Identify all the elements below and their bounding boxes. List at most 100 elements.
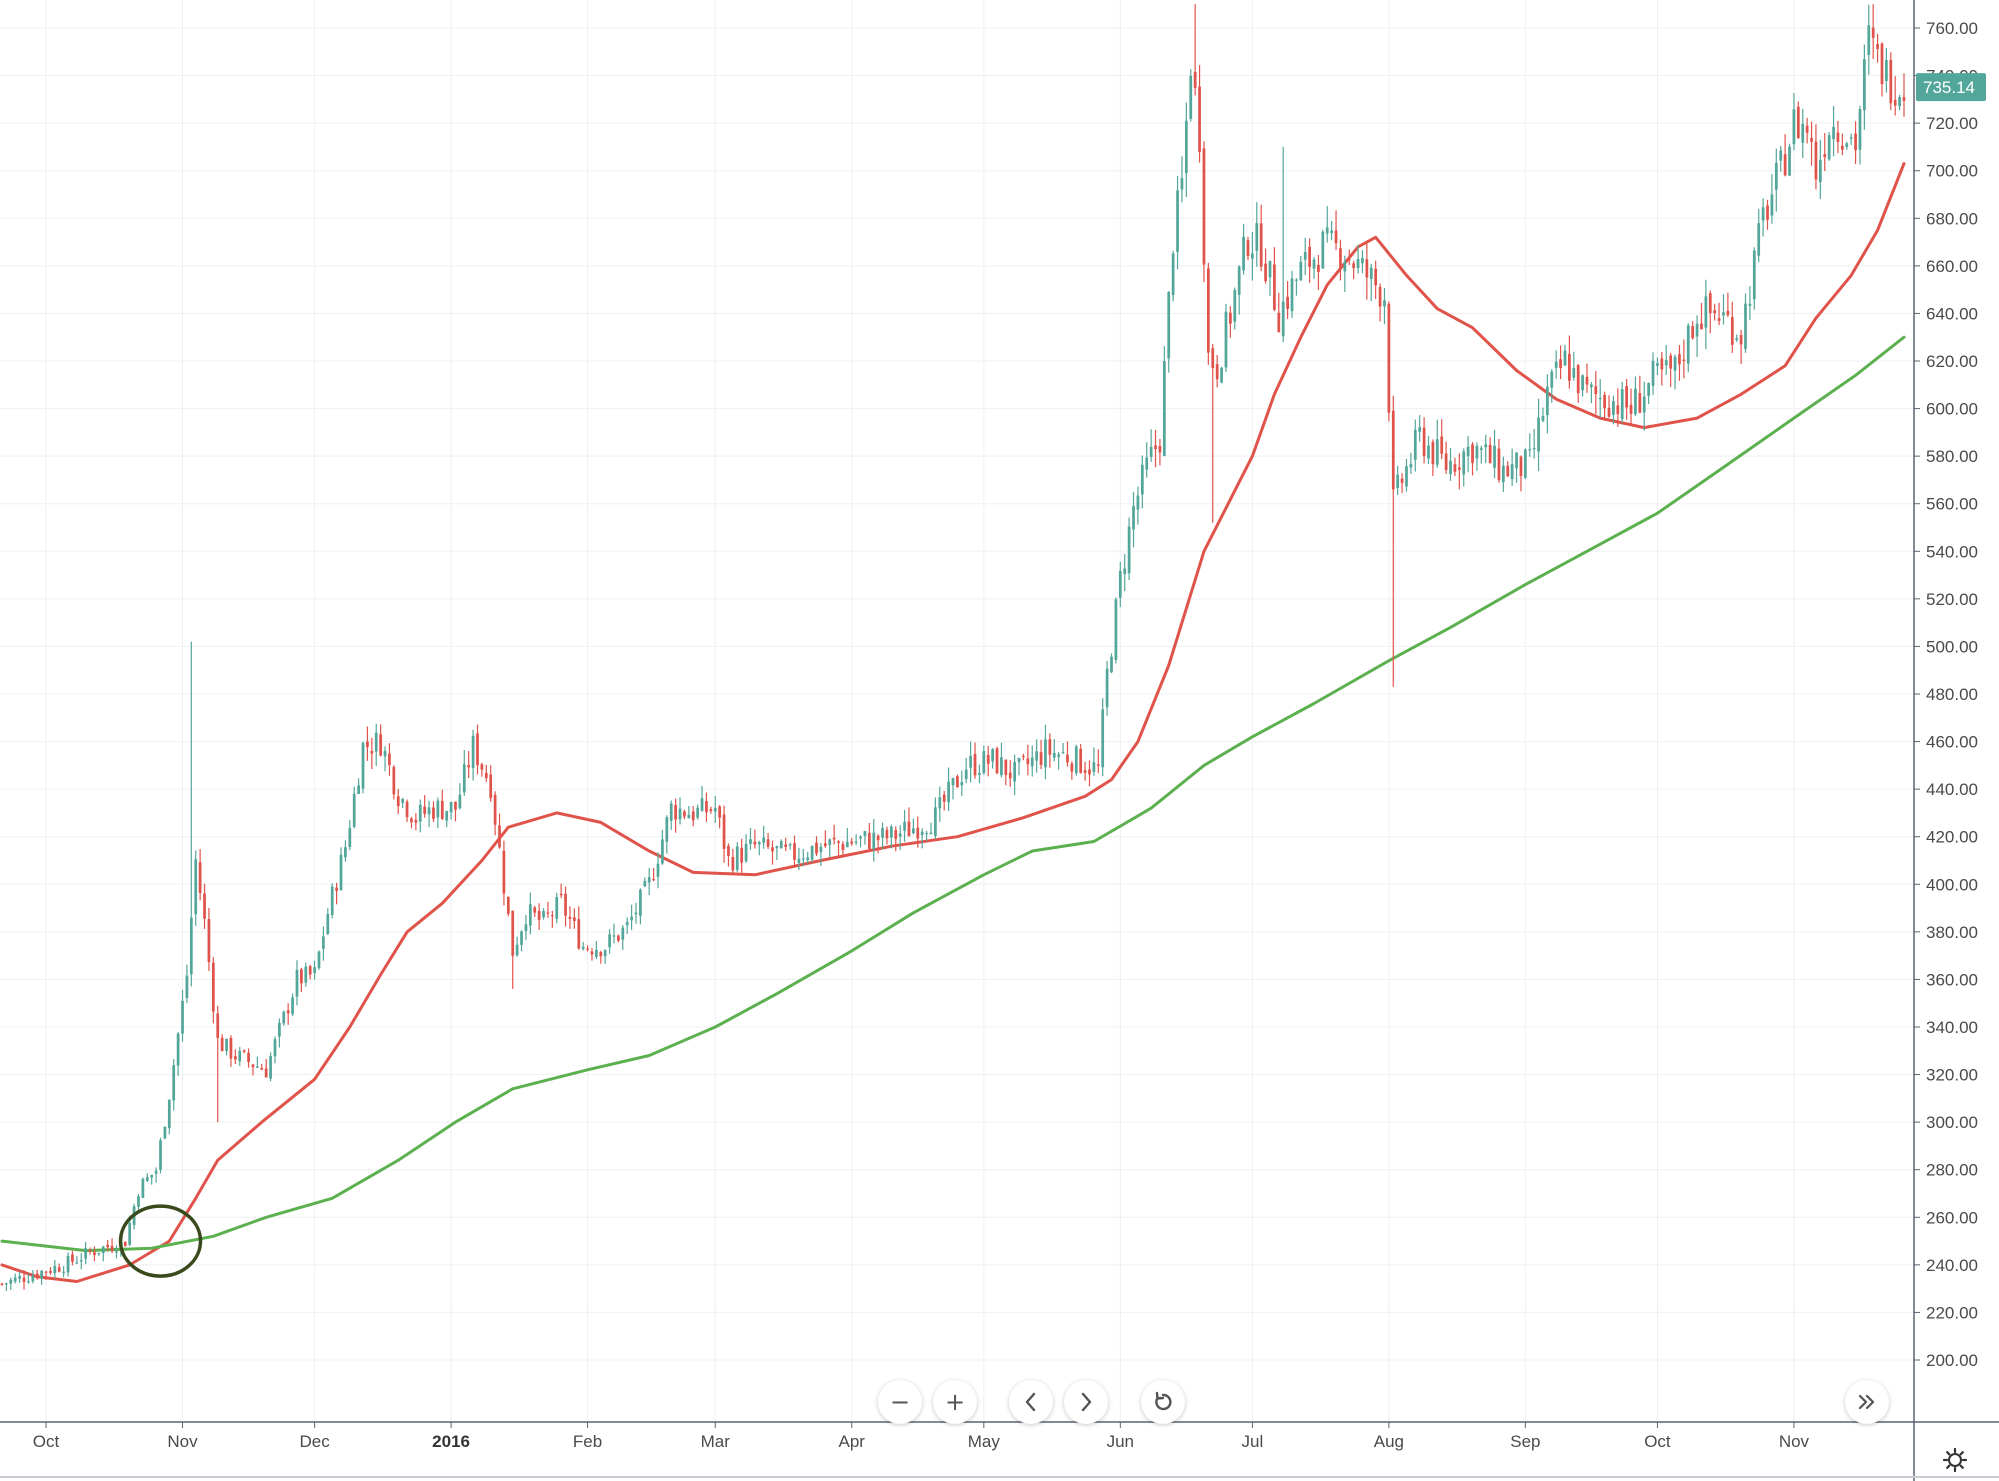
last-price-label: 735.14 bbox=[1923, 78, 1975, 97]
candle bbox=[1484, 434, 1488, 464]
candle bbox=[220, 1034, 224, 1052]
candle bbox=[203, 883, 206, 929]
candle-body bbox=[1523, 449, 1527, 478]
candle-body bbox=[524, 924, 528, 932]
candle bbox=[57, 1263, 61, 1273]
candle-body bbox=[1792, 109, 1796, 145]
candle bbox=[1568, 335, 1571, 389]
candle-body bbox=[1501, 465, 1505, 483]
candle bbox=[705, 792, 708, 822]
candle bbox=[1074, 744, 1078, 776]
candle-body bbox=[44, 1271, 48, 1273]
candle bbox=[1004, 759, 1008, 786]
candle-body bbox=[1902, 97, 1906, 101]
candle bbox=[1096, 749, 1100, 774]
candle-body bbox=[1466, 446, 1470, 457]
candle-body bbox=[1708, 293, 1712, 314]
candle-body bbox=[1528, 449, 1532, 451]
candle-body bbox=[484, 772, 488, 779]
candle-body bbox=[1475, 445, 1479, 459]
candle bbox=[1523, 448, 1527, 480]
y-tick-label: 580.00 bbox=[1926, 447, 1978, 466]
candle-body bbox=[1845, 143, 1849, 148]
x-tick-label: Jul bbox=[1242, 1432, 1264, 1451]
candle-body bbox=[339, 854, 343, 891]
x-tick-label: 2016 bbox=[432, 1432, 470, 1451]
candle-body bbox=[22, 1277, 26, 1282]
candle bbox=[1845, 141, 1849, 150]
candle bbox=[515, 936, 519, 957]
candle bbox=[198, 848, 202, 901]
candle bbox=[1814, 124, 1818, 190]
candle-body bbox=[101, 1246, 105, 1254]
candle-body bbox=[920, 831, 924, 836]
candle bbox=[432, 801, 435, 823]
candle-body bbox=[1312, 259, 1316, 269]
candle bbox=[881, 822, 884, 850]
chart-settings-button[interactable] bbox=[1940, 1445, 1970, 1475]
candle-body bbox=[1766, 205, 1769, 220]
candle-body bbox=[907, 821, 911, 837]
y-tick-label: 360.00 bbox=[1926, 970, 1978, 989]
x-tick-label: Dec bbox=[299, 1432, 330, 1451]
candle bbox=[1154, 429, 1157, 468]
candle-body bbox=[238, 1050, 242, 1062]
scroll-right-button[interactable] bbox=[1064, 1380, 1108, 1424]
candle bbox=[801, 848, 805, 867]
candle-body bbox=[471, 735, 475, 769]
candle bbox=[982, 745, 986, 775]
candle bbox=[1792, 92, 1796, 151]
candle-body bbox=[480, 764, 484, 770]
zoom-in-button[interactable]: + bbox=[933, 1380, 977, 1424]
candle-body bbox=[784, 844, 788, 847]
candle bbox=[471, 729, 475, 781]
candle-body bbox=[370, 750, 374, 754]
candle bbox=[889, 824, 893, 849]
candle-body bbox=[1405, 466, 1408, 487]
candle-body bbox=[167, 1099, 171, 1129]
candle-body bbox=[462, 764, 466, 793]
candle bbox=[1127, 517, 1131, 581]
candle bbox=[537, 903, 541, 931]
candle bbox=[903, 810, 906, 842]
candle bbox=[1246, 236, 1250, 261]
candle bbox=[194, 850, 198, 926]
candle bbox=[1497, 438, 1501, 483]
candle-body bbox=[286, 1010, 290, 1014]
candle-body bbox=[1457, 467, 1461, 470]
candle bbox=[1638, 375, 1642, 414]
candle-body bbox=[1722, 312, 1725, 316]
candle-body bbox=[150, 1174, 154, 1178]
candle-body bbox=[269, 1056, 272, 1079]
candle-body bbox=[348, 828, 352, 848]
candle bbox=[1140, 455, 1144, 509]
candle bbox=[850, 837, 854, 846]
candle-body bbox=[255, 1066, 259, 1068]
zoom-out-button[interactable]: − bbox=[878, 1380, 922, 1424]
scroll-left-button[interactable] bbox=[1009, 1380, 1053, 1424]
candle bbox=[62, 1266, 66, 1278]
candle bbox=[1184, 102, 1188, 198]
candle bbox=[995, 746, 999, 775]
candle bbox=[97, 1252, 101, 1257]
candle bbox=[1612, 395, 1615, 425]
candle-body bbox=[1378, 286, 1382, 307]
candle-body bbox=[889, 826, 893, 838]
candle bbox=[599, 950, 603, 964]
candle bbox=[823, 830, 827, 848]
candle bbox=[317, 950, 321, 970]
candle-body bbox=[661, 839, 664, 864]
candle bbox=[885, 826, 889, 845]
candle bbox=[1453, 457, 1457, 477]
reset-chart-button[interactable] bbox=[1141, 1380, 1185, 1424]
candle-body bbox=[401, 799, 405, 803]
candle-body bbox=[0, 1283, 4, 1285]
scroll-to-realtime-button[interactable] bbox=[1845, 1380, 1889, 1424]
candle-body bbox=[128, 1223, 132, 1245]
candle-body bbox=[1563, 350, 1567, 366]
candle-body bbox=[1233, 290, 1237, 322]
candle-body bbox=[577, 919, 581, 949]
candle bbox=[533, 905, 537, 917]
candle bbox=[1867, 4, 1871, 75]
